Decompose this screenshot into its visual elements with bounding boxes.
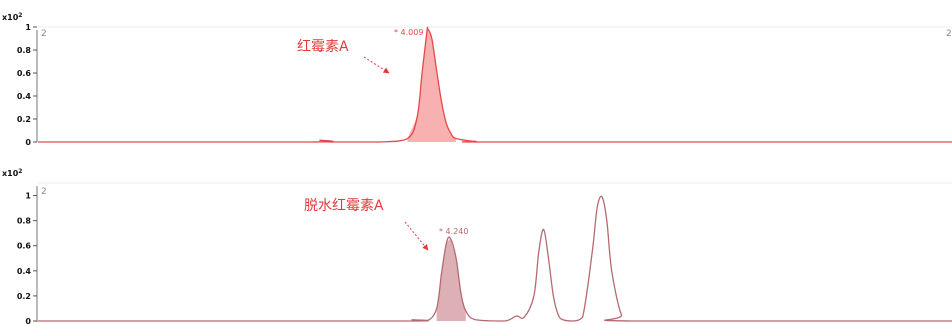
plot-area [38, 195, 952, 322]
y-scale-exponent: 2 [18, 12, 22, 19]
y-tick-label: 1 [25, 23, 31, 32]
y-tick-label: 0.4 [17, 92, 32, 101]
peak-label: * 4.240 [439, 227, 468, 236]
panel-index-left: 2 [41, 187, 47, 197]
y-scale-label: x102 [2, 168, 22, 178]
plot-area [38, 26, 952, 143]
y-tick-label: 0.8 [17, 217, 32, 226]
chromatogram-trace [38, 195, 952, 322]
y-tick-label: 1 [25, 192, 31, 201]
annotation-arrow [363, 56, 390, 74]
y-tick-label: 0.4 [17, 267, 32, 276]
y-scale-exponent: 2 [18, 168, 22, 175]
y-tick-label: 0 [25, 317, 31, 324]
y-tick-label: 0.6 [17, 69, 32, 78]
y-tick-label: 0.8 [17, 46, 32, 55]
y-tick-label: 0.2 [17, 292, 31, 301]
panel-index-right: 2 [946, 29, 952, 39]
y-tick-label: 0 [25, 138, 31, 147]
y-axis-ticks: 0 0.2 0.4 0.6 0.8 1 [17, 23, 37, 147]
y-axis-ticks: 0 0.2 0.4 0.6 0.8 1 [17, 192, 37, 324]
y-tick-label: 0.2 [17, 115, 31, 124]
panel-index-left: 2 [41, 29, 47, 39]
compound-annotation: 脱水红霉素A [304, 198, 384, 214]
chromatogram-panel-top: x102 2 2 0 0.2 0.4 0.6 0.8 1 * 4.009 红霉素A [2, 12, 952, 147]
chromatogram-panel-bottom: x102 2 0 0.2 0.4 0.6 0.8 1 * 4.240 脱水红霉素A [2, 168, 952, 324]
chromatogram-trace [38, 26, 952, 143]
annotation-arrow [404, 221, 429, 251]
compound-annotation: 红霉素A [297, 39, 349, 55]
peak-label: * 4.009 [394, 28, 423, 37]
y-tick-label: 0.6 [17, 242, 32, 251]
y-scale-label: x102 [2, 12, 22, 22]
